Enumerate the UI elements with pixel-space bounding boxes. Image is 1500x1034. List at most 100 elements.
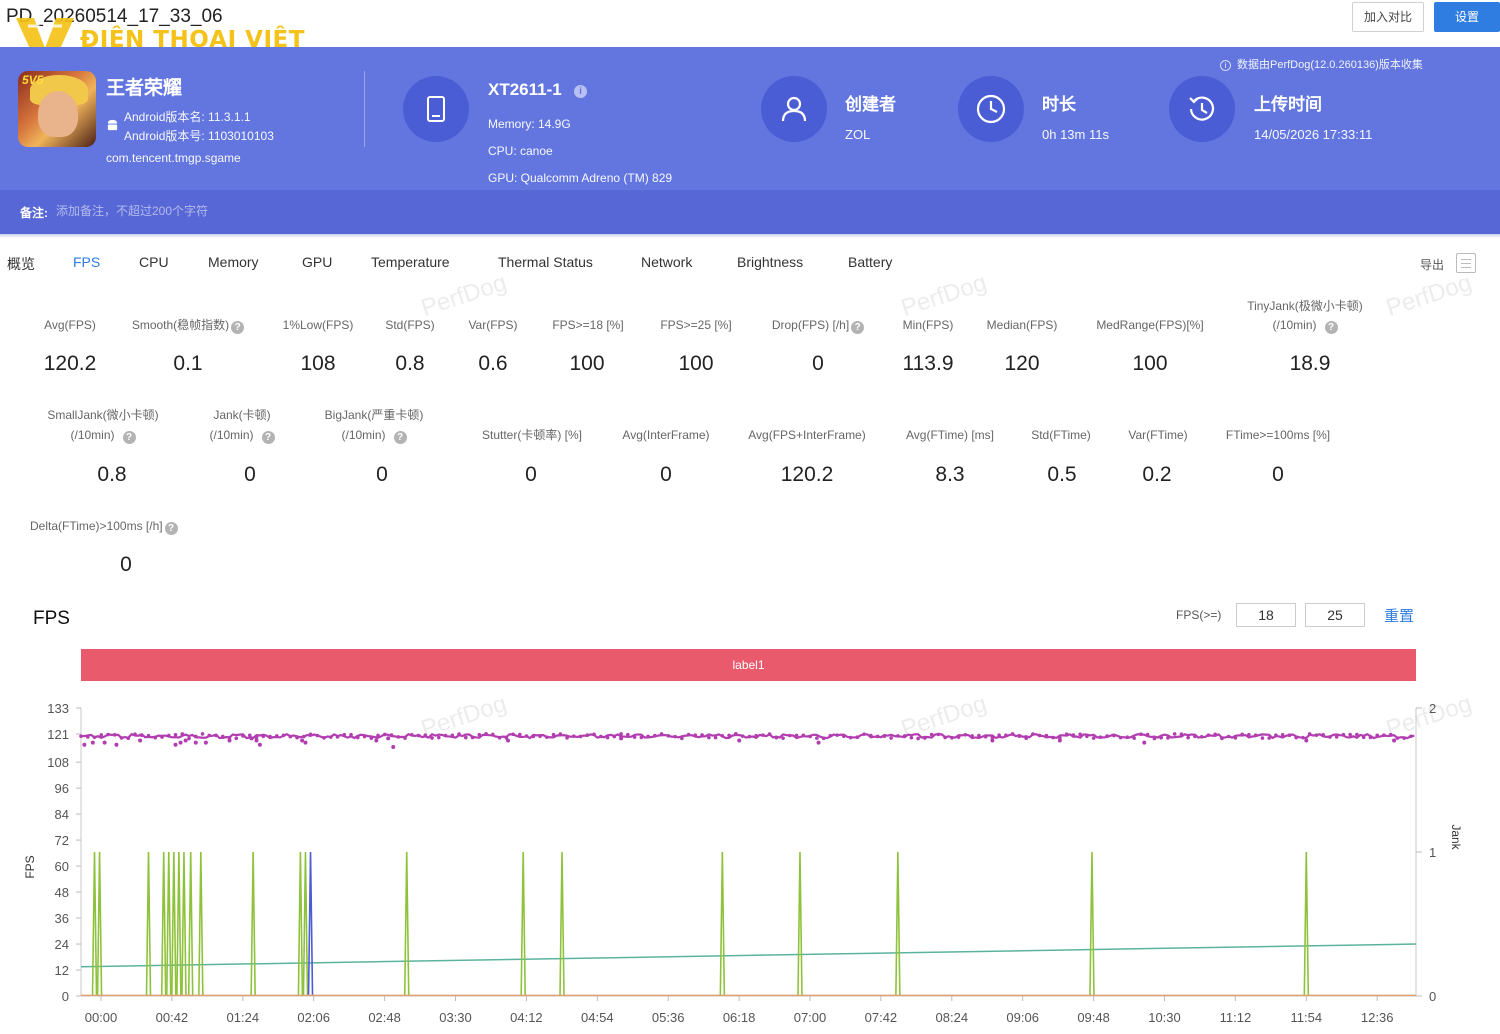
y2-tick-label: 0	[1429, 989, 1436, 1004]
help-icon[interactable]: ?	[851, 321, 865, 334]
fps-point	[916, 736, 920, 741]
stat-label: FPS>=18 [%]	[552, 318, 624, 332]
fps-point	[821, 736, 826, 741]
fps-point	[761, 733, 765, 737]
fps-dip-point	[114, 742, 119, 747]
export-icon[interactable]	[1456, 253, 1476, 273]
fps-point	[470, 735, 475, 740]
label-bar[interactable]: label1	[81, 649, 1416, 681]
fps-point	[700, 733, 704, 737]
stat-value: 0	[812, 352, 824, 375]
fps-point	[1152, 736, 1157, 741]
fps-dip-point	[303, 740, 308, 745]
jank-spike	[198, 851, 204, 997]
tab-fps[interactable]: FPS	[73, 254, 101, 270]
remark-input[interactable]	[56, 200, 456, 222]
fps-point	[403, 736, 407, 740]
fps-threshold-input-1[interactable]	[1236, 603, 1296, 627]
fps-dip-point	[990, 738, 995, 743]
y-tick-label: 0	[62, 989, 69, 1004]
settings-button[interactable]: 设置	[1434, 2, 1500, 32]
fps-dip-point	[816, 740, 821, 745]
fps-point	[653, 733, 657, 738]
stat-label-unit: (/10min)?	[308, 425, 440, 445]
tab-temperature[interactable]: Temperature	[371, 254, 450, 270]
help-icon[interactable]: ?	[393, 431, 407, 444]
stat-label: Avg(FTime) [ms]	[905, 428, 994, 442]
fps-dip-point	[386, 736, 391, 741]
fps-dip-point	[193, 740, 198, 745]
fps-dip-point	[173, 742, 178, 747]
fps-point	[1355, 732, 1359, 737]
fps-threshold-input-2[interactable]	[1305, 603, 1365, 627]
tab-network[interactable]: Network	[641, 254, 693, 270]
fps-point	[936, 732, 941, 737]
fps-point	[950, 735, 954, 740]
help-icon[interactable]: ?	[122, 431, 136, 444]
tab-cpu[interactable]: CPU	[139, 254, 169, 270]
tab-thermal-status[interactable]: Thermal Status	[498, 254, 593, 270]
tab-battery[interactable]: Battery	[848, 254, 893, 270]
stat-value: 0	[1272, 463, 1284, 486]
fps-point	[220, 734, 225, 739]
fps-point	[1132, 736, 1136, 740]
fps-point	[767, 732, 772, 736]
fps-point	[376, 733, 380, 738]
fps-point	[848, 735, 853, 740]
fps-point	[139, 733, 144, 738]
fps-point	[315, 733, 320, 738]
fps-point	[646, 734, 650, 739]
info-circle-icon: i	[1220, 60, 1231, 71]
fps-point	[106, 732, 110, 737]
x-tick-label: 11:12	[1220, 1010, 1252, 1025]
add-compare-button[interactable]: 加入对比	[1352, 2, 1424, 32]
stat-label: Jank(卡顿)	[213, 408, 271, 422]
stat-label: Min(FPS)	[902, 318, 954, 332]
fps-point	[160, 735, 164, 739]
fps-point	[369, 736, 374, 740]
fps-point	[626, 732, 630, 737]
tab-brightness[interactable]: Brightness	[737, 254, 804, 270]
fps-point	[1125, 735, 1130, 739]
stat-label: Std(FTime)	[1031, 428, 1091, 442]
reset-button[interactable]: 重置	[1384, 608, 1415, 625]
export-label[interactable]: 导出	[1420, 258, 1445, 272]
info-icon[interactable]: i	[574, 85, 587, 98]
fps-point	[639, 735, 644, 740]
fps-point	[659, 732, 664, 736]
fps-point	[1031, 732, 1035, 736]
fps-point	[497, 735, 502, 740]
help-icon[interactable]: ?	[261, 431, 275, 444]
fps-dip-point	[619, 736, 624, 741]
fps-point	[1321, 733, 1325, 737]
fps-point	[268, 734, 272, 739]
help-icon[interactable]: ?	[164, 522, 178, 535]
fps-point	[477, 732, 482, 737]
fps-point	[362, 734, 367, 739]
fps-point	[1118, 735, 1123, 740]
stat-value: 0.8	[97, 463, 127, 486]
fps-point	[727, 733, 731, 738]
fps-point	[322, 736, 326, 740]
tab-memory[interactable]: Memory	[208, 254, 259, 270]
fps-point	[180, 732, 185, 736]
fps-point	[977, 733, 981, 738]
help-icon[interactable]: ?	[231, 321, 245, 334]
fps-point	[578, 734, 583, 739]
y-tick-label: 60	[55, 859, 69, 874]
help-icon[interactable]: ?	[1324, 321, 1338, 334]
fps-point	[774, 735, 779, 740]
fps-point	[308, 732, 313, 737]
fps-point	[518, 732, 522, 737]
fps-dip-point	[1142, 740, 1147, 745]
tab-gpu[interactable]: GPU	[302, 254, 333, 270]
tab-overview[interactable]: 概览	[7, 256, 35, 272]
x-tick-label: 04:54	[581, 1010, 614, 1025]
fps-dip-point	[227, 738, 232, 743]
jank-spike	[145, 851, 152, 997]
fps-dip-point	[257, 742, 262, 747]
stat-value: 0.2	[1142, 463, 1172, 486]
app-name: 王者荣耀	[106, 78, 183, 99]
